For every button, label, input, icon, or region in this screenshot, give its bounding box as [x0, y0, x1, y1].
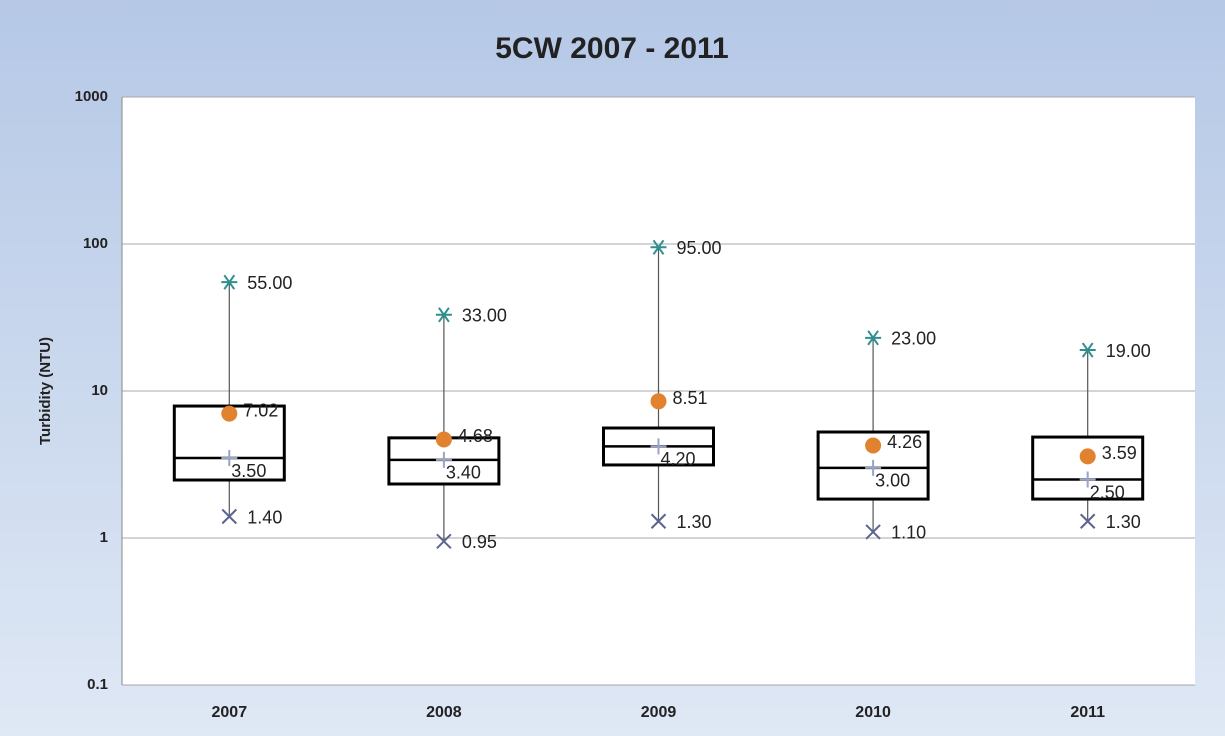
median-label: 2.50 — [1090, 482, 1125, 502]
median-label: 3.50 — [231, 461, 266, 481]
max-marker — [221, 274, 238, 290]
box — [1031, 435, 1145, 501]
max-label: 95.00 — [677, 238, 722, 258]
min-marker — [1079, 513, 1096, 529]
min-marker — [650, 513, 667, 529]
y-tick-label: 100 — [83, 235, 108, 252]
x-tick-label: 2008 — [426, 704, 462, 721]
max-marker — [1079, 342, 1096, 358]
mean-marker — [221, 405, 238, 422]
y-tick-label: 1000 — [75, 88, 108, 105]
min-label: 1.30 — [677, 512, 712, 532]
median-marker — [865, 459, 882, 476]
chart-title: 5CW 2007 - 2011 — [495, 32, 728, 65]
median-marker — [1079, 471, 1096, 488]
mean-label: 4.68 — [458, 426, 493, 446]
mean-label: 7.02 — [243, 400, 278, 420]
x-tick-label: 2011 — [1070, 704, 1105, 721]
mean-marker — [1079, 448, 1096, 465]
y-tick-label: 0.1 — [87, 676, 108, 693]
median-marker — [650, 438, 667, 455]
max-label: 33.00 — [462, 306, 507, 326]
min-label: 1.10 — [891, 523, 926, 543]
mean-marker — [650, 393, 667, 410]
min-label: 1.30 — [1106, 512, 1141, 532]
mean-marker — [865, 437, 882, 454]
median-label: 3.00 — [875, 471, 910, 491]
x-tick-label: 2010 — [855, 704, 891, 721]
max-label: 55.00 — [247, 273, 292, 293]
max-label: 23.00 — [891, 329, 936, 349]
mean-label: 8.51 — [673, 388, 708, 408]
y-tick-label: 1 — [100, 529, 108, 546]
mean-marker — [435, 431, 452, 448]
median-label: 3.40 — [446, 463, 481, 483]
y-axis-label: Turbidity (NTU) — [37, 337, 54, 445]
max-label: 19.00 — [1106, 341, 1151, 361]
median-marker — [435, 451, 452, 468]
x-tick-label: 2007 — [212, 704, 248, 721]
max-marker — [650, 239, 667, 255]
min-label: 0.95 — [462, 532, 497, 552]
box — [816, 430, 930, 501]
max-marker — [865, 330, 882, 346]
mean-label: 3.59 — [1102, 443, 1137, 463]
min-marker — [865, 524, 881, 540]
x-tick-label: 2009 — [641, 704, 677, 721]
median-label: 4.20 — [661, 449, 696, 469]
min-marker — [221, 508, 238, 525]
max-marker — [435, 307, 452, 323]
y-tick-label: 10 — [91, 382, 108, 399]
median-marker — [221, 450, 238, 467]
mean-label: 4.26 — [887, 432, 922, 452]
min-marker — [436, 533, 452, 549]
min-label: 1.40 — [247, 507, 282, 527]
